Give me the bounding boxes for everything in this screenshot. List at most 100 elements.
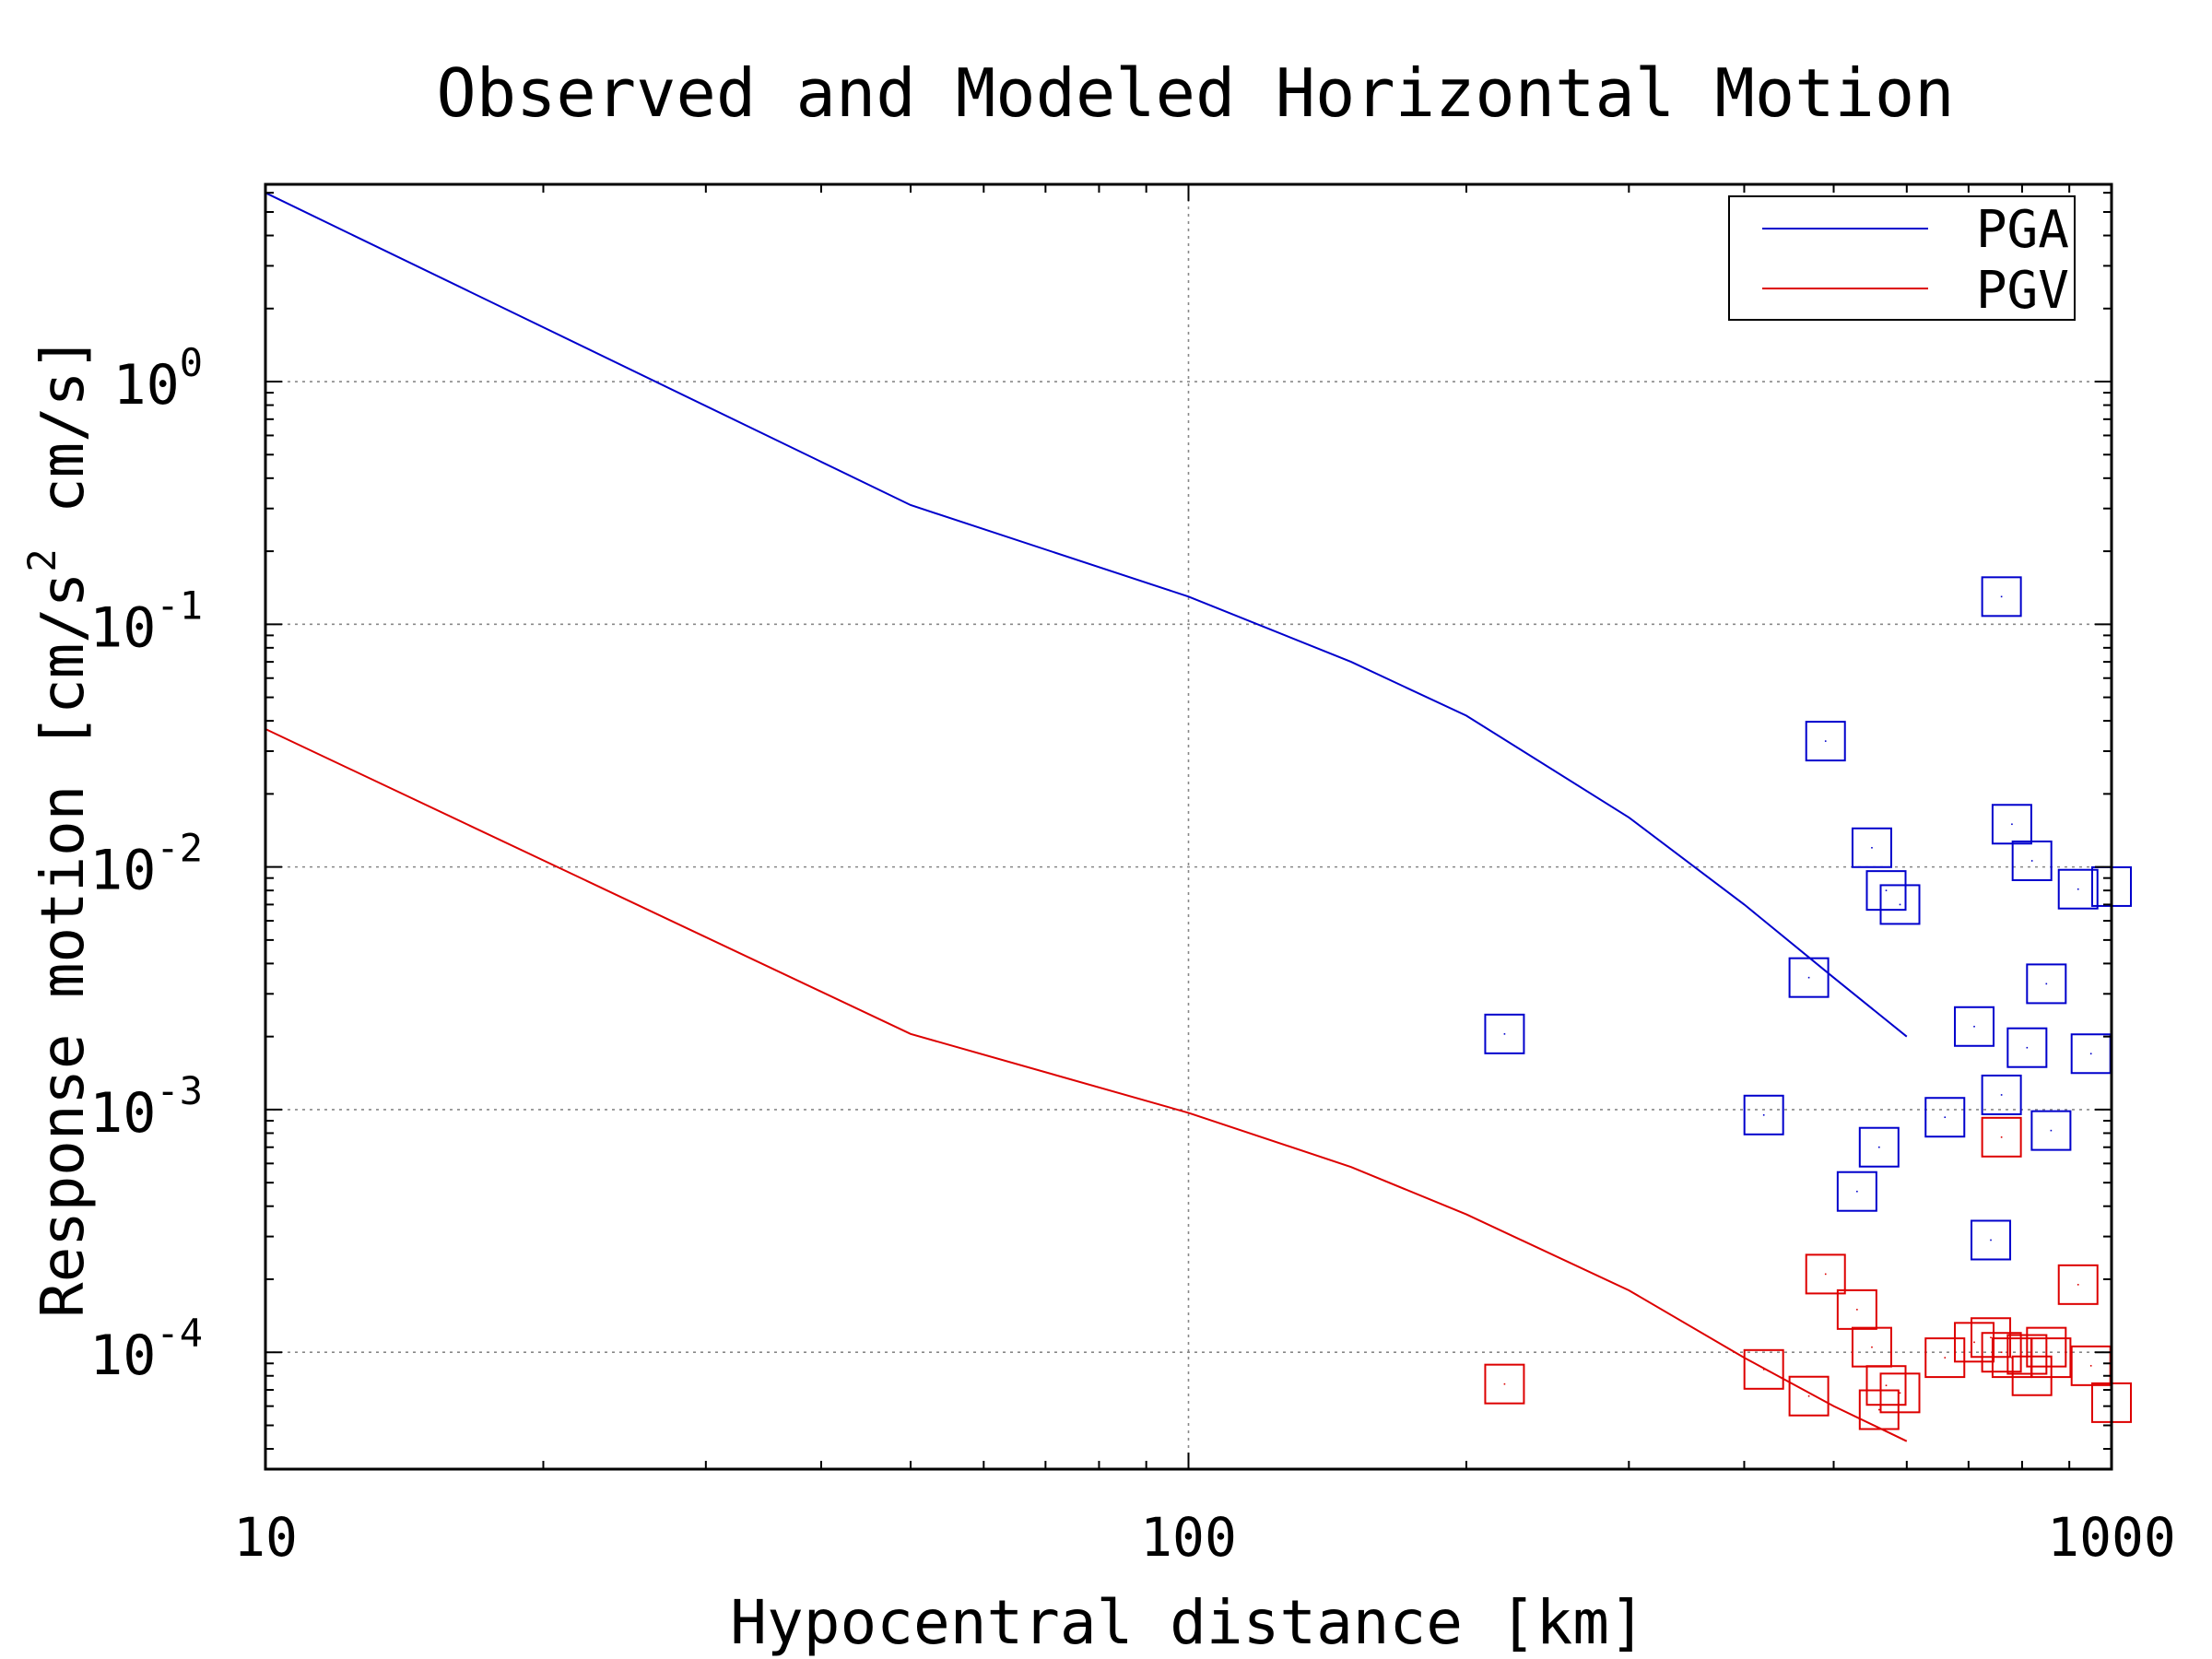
pgv-observed-point	[1924, 1337, 1966, 1379]
x-tick-label: 1000	[2047, 1506, 2176, 1569]
pga-observed-point-center	[2000, 595, 2003, 598]
pgv-observed-point-center	[1762, 1369, 1765, 1371]
pga-observed-point	[1954, 1006, 1995, 1047]
pga-observed-point	[2006, 1027, 2048, 1068]
y-tick-label-exp: -4	[156, 1311, 203, 1356]
pga-observed-point	[1971, 1219, 2012, 1261]
pgv-observed-point-center	[1973, 1341, 1975, 1344]
x-tick-label: 100	[1140, 1506, 1237, 1569]
pgv-model-line	[265, 728, 1908, 1442]
model-lines	[265, 192, 1908, 1442]
pga-model-line	[265, 192, 1908, 1038]
pgv-observed-point-center	[2077, 1284, 2079, 1286]
pga-observed-point	[1879, 884, 1921, 925]
plot-area-frame	[264, 182, 2113, 1471]
pga-observed-point-center	[1990, 1239, 1992, 1241]
pga-observed-point-center	[1885, 889, 1888, 891]
legend: PGA PGV	[1728, 195, 2076, 321]
pga-observed-point-center	[1762, 1113, 1765, 1116]
pga-observed-point-center	[2030, 860, 2033, 862]
pgv-observed-point-center	[1856, 1309, 1858, 1311]
pgv-observed-point-center	[1990, 1336, 1992, 1339]
pga-observed-point	[2011, 840, 2053, 881]
pgv-observed-point	[2030, 1337, 2072, 1379]
pgv-observed-point-center	[1885, 1384, 1888, 1387]
pga-observed-point	[1858, 1126, 1900, 1168]
y-tick-label: 10-1	[89, 582, 203, 660]
pga-observed-point	[1851, 827, 1892, 868]
pgv-observed-point-center	[2045, 1346, 2048, 1348]
pga-observed-point	[1743, 1094, 1784, 1135]
pga-observed-point	[1981, 576, 2022, 618]
pgv-observed-point	[2057, 1264, 2099, 1305]
pgv-observed-point	[1788, 1375, 1830, 1417]
y-tick-label-base: 10	[89, 839, 156, 903]
chart-title: Observed and Modeled Horizontal Motion	[436, 54, 1954, 132]
pgv-observed-point	[1743, 1348, 1784, 1390]
pga-observed-point	[2030, 1110, 2072, 1151]
pga-observed-point	[1924, 1097, 1966, 1138]
pga-observed-point	[1836, 1171, 1877, 1212]
pgv-observed-point-center	[2000, 1351, 2003, 1354]
pga-observed-point-center	[1807, 976, 1810, 979]
y-tick-label-exp: -1	[156, 582, 203, 628]
pga-observed-point-center	[2089, 1053, 2092, 1055]
pga-observed-point-center	[1856, 1190, 1858, 1193]
pga-observed-point-center	[1944, 1116, 1947, 1119]
pga-observed-point-center	[2045, 982, 2048, 985]
x-axis-label: Hypocentral distance [km]	[730, 1587, 1645, 1658]
pgv-observed-point-center	[2050, 1357, 2053, 1359]
y-tick-label: 10-4	[89, 1311, 203, 1388]
pgv-observed-point	[2026, 1326, 2067, 1368]
pgv-observed-point	[1981, 1116, 2022, 1158]
pgv-observed-point	[1981, 1332, 2022, 1373]
y-tick-label-base: 10	[89, 1324, 156, 1388]
y-tick-label: 100	[112, 340, 203, 418]
pga-observed-point-center	[1824, 740, 1827, 742]
legend-label-pgv: PGV	[1976, 261, 2069, 321]
pga-observed-point	[1484, 1013, 1525, 1054]
pga-observed-point-center	[1871, 846, 1873, 849]
observed-points	[1484, 576, 2132, 1430]
pga-observed-point-center	[2000, 1094, 2003, 1096]
pgv-observed-point	[1805, 1253, 1846, 1295]
pga-observed-point	[1981, 1074, 2022, 1115]
pga-observed-point-center	[2026, 1046, 2029, 1049]
y-axis-label-tail: cm/s]	[29, 335, 98, 548]
y-tick-label-exp: -2	[156, 826, 203, 871]
pga-observed-point	[1805, 721, 1846, 762]
x-tick-labels: 10 100 1000	[233, 1506, 2176, 1569]
pgv-observed-point-center	[1807, 1394, 1810, 1397]
pgv-observed-point	[1865, 1365, 1907, 1406]
y-tick-label-base: 10	[89, 1081, 156, 1146]
pgv-observed-point-center	[1899, 1392, 1901, 1394]
pga-observed-point-center	[1878, 1146, 1880, 1148]
pga-observed-point-center	[2050, 1129, 2053, 1132]
pga-observed-point-center	[2077, 888, 2079, 890]
pgv-observed-point	[1879, 1372, 1921, 1414]
pgv-observed-point-center	[1824, 1273, 1827, 1276]
pgv-observed-point-center	[1503, 1382, 1506, 1385]
legend-box	[1728, 195, 2076, 321]
y-axis-label-main: Response motion [cm/s	[29, 572, 98, 1318]
pgv-observed-point	[1484, 1363, 1525, 1405]
pga-observed-point-center	[1899, 903, 1901, 906]
pgv-observed-point-center	[1944, 1357, 1947, 1359]
y-tick-label: 10-2	[89, 826, 203, 903]
grid-lines	[265, 184, 2112, 1469]
pgv-observed-point-center	[2089, 1365, 2092, 1367]
pga-observed-point	[1865, 870, 1907, 912]
pgv-observed-point	[1836, 1288, 1877, 1330]
pga-observed-point-center	[1503, 1033, 1506, 1035]
legend-label-pga: PGA	[1976, 200, 2069, 260]
y-axis-label: Response motion [cm/s2 cm/s]	[19, 335, 98, 1318]
pga-observed-point-center	[1973, 1025, 1975, 1028]
pgv-observed-point	[1858, 1389, 1900, 1430]
pgv-observed-point	[1954, 1322, 1995, 1363]
pgv-observed-point-center	[1871, 1346, 1873, 1348]
y-tick-label-base: 10	[112, 353, 179, 418]
pgv-observed-point-center	[1878, 1408, 1880, 1411]
y-tick-label-exp: 0	[180, 340, 203, 385]
